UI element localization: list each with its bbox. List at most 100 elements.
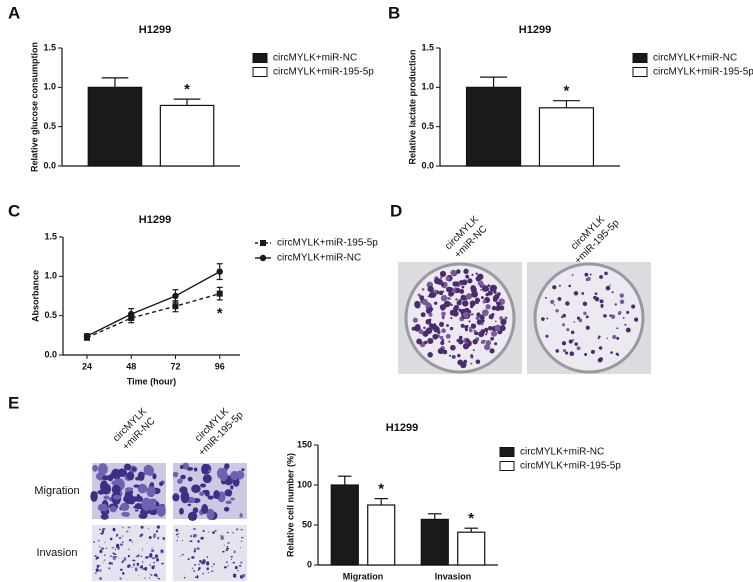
colony	[459, 289, 465, 294]
cell	[182, 540, 184, 542]
colony	[618, 310, 622, 314]
cell	[115, 535, 118, 537]
colony	[448, 287, 454, 292]
cell	[113, 494, 122, 500]
colony	[566, 328, 570, 332]
colony	[598, 346, 603, 350]
colony	[480, 318, 485, 323]
colony	[462, 300, 469, 307]
significance-star: *	[378, 481, 384, 498]
colony	[456, 269, 461, 274]
cell	[237, 570, 239, 572]
colony	[449, 354, 452, 357]
cell	[153, 565, 156, 568]
colony	[458, 335, 463, 340]
cell	[206, 567, 209, 571]
cell	[207, 495, 214, 500]
colony	[440, 282, 445, 287]
x-tick-label: 48	[126, 361, 136, 371]
colony	[558, 284, 561, 287]
colony	[428, 306, 434, 312]
colony	[473, 329, 477, 333]
colony	[480, 288, 482, 291]
cell	[232, 531, 234, 534]
colony	[446, 324, 449, 327]
colony	[439, 304, 447, 311]
colony	[561, 341, 567, 346]
cell	[143, 567, 145, 571]
cell	[112, 555, 116, 560]
colony	[424, 340, 428, 345]
cell	[153, 573, 158, 577]
colony	[552, 285, 557, 290]
colony	[485, 293, 489, 296]
cell	[176, 539, 178, 542]
colony	[583, 311, 587, 316]
cell	[132, 559, 135, 562]
colony	[609, 314, 612, 317]
cell	[100, 513, 109, 520]
colony	[562, 348, 567, 353]
cell	[115, 548, 117, 551]
colony	[585, 315, 589, 319]
colony	[504, 316, 508, 320]
series-line	[86, 292, 220, 339]
cell	[210, 570, 214, 572]
cell	[134, 509, 139, 512]
cell	[101, 503, 108, 512]
y-tick-label: 1.0	[421, 82, 434, 92]
colony	[599, 275, 603, 279]
colony	[470, 323, 475, 328]
colony	[604, 271, 608, 276]
colony	[494, 324, 502, 332]
cell	[114, 478, 118, 483]
cell	[140, 565, 144, 569]
colony	[450, 317, 453, 320]
y-axis-label: Relative glucose consumption	[29, 42, 39, 172]
cell	[93, 541, 96, 543]
colony	[487, 284, 491, 287]
cell	[155, 530, 159, 533]
cell	[241, 468, 245, 472]
cell	[230, 558, 232, 560]
y-tick-label: 50	[302, 519, 312, 529]
legend-swatch	[252, 53, 268, 63]
colony	[460, 294, 467, 301]
cell	[105, 547, 107, 549]
cell	[94, 572, 98, 574]
bar	[457, 531, 486, 566]
cell	[98, 564, 101, 567]
colony	[428, 312, 433, 317]
legend-label: circMYLK+miR-NC	[273, 53, 357, 64]
cell	[120, 502, 130, 512]
significance-star: *	[184, 81, 190, 98]
cell	[233, 550, 236, 554]
cell	[126, 530, 129, 533]
colony	[455, 287, 461, 294]
colony	[572, 339, 575, 341]
x-tick-label: 96	[215, 361, 225, 371]
colony	[445, 333, 451, 339]
legend-label: circMYLK+miR-195-5p	[273, 67, 374, 78]
legend-swatch	[499, 461, 515, 471]
cell	[147, 527, 149, 529]
cell	[212, 563, 215, 566]
colony	[570, 330, 575, 335]
bar	[538, 107, 595, 167]
cell	[157, 577, 161, 580]
colony	[479, 285, 482, 288]
cell	[131, 467, 137, 472]
bar	[87, 86, 143, 167]
significance-star: *	[564, 83, 570, 100]
cell	[226, 531, 229, 534]
cell	[158, 481, 164, 487]
colony	[421, 298, 428, 306]
cell	[140, 555, 143, 557]
colony	[487, 290, 493, 296]
cell	[99, 549, 103, 553]
legend-swatch	[632, 53, 648, 63]
cell	[234, 566, 238, 570]
cell	[134, 503, 144, 510]
colony	[565, 351, 569, 355]
cell	[187, 503, 192, 506]
